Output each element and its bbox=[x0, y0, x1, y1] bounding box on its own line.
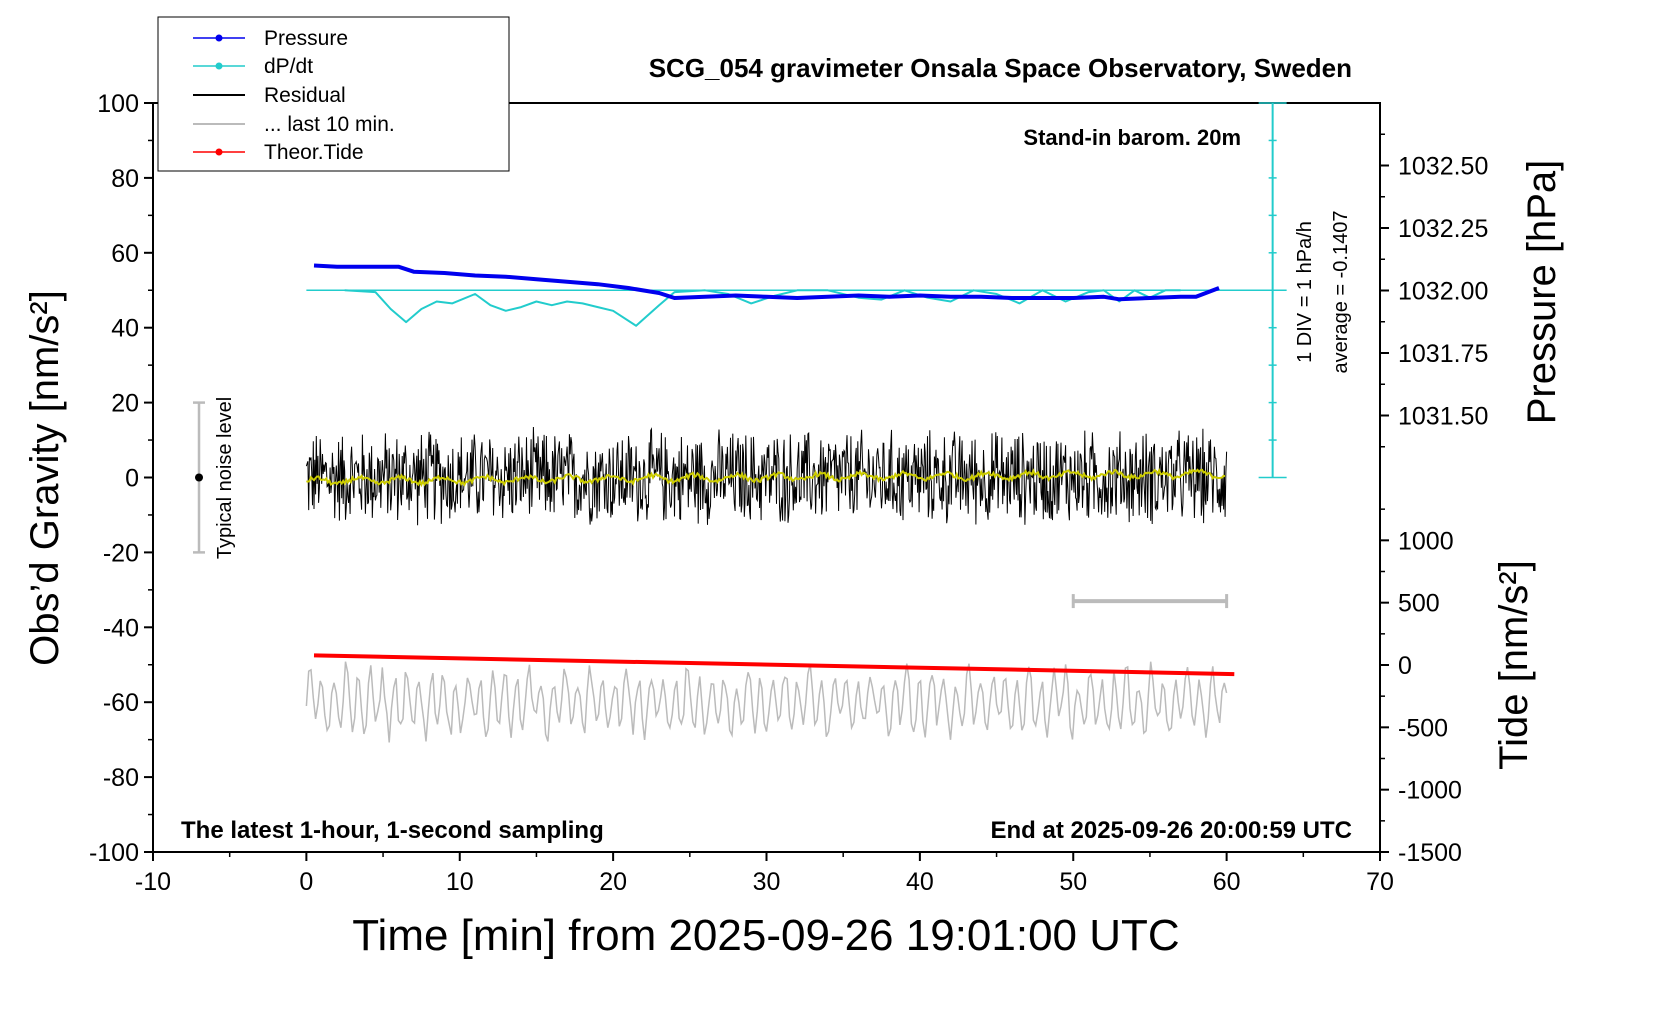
y-tick-label: 60 bbox=[111, 240, 139, 268]
average-annotation: average = -0.1407 bbox=[1330, 211, 1352, 374]
y-tick-label: -20 bbox=[103, 539, 139, 567]
legend-pressure-label: Pressure bbox=[264, 27, 348, 50]
tide-tick-label: 0 bbox=[1398, 652, 1412, 680]
y-tick-label: 40 bbox=[111, 315, 139, 343]
y-tick-label: 0 bbox=[125, 465, 139, 493]
x-tick-label: 10 bbox=[446, 868, 474, 896]
x-tick-label: 0 bbox=[299, 868, 313, 896]
pressure-line bbox=[313, 263, 1220, 302]
residual-line bbox=[305, 426, 1228, 526]
x-tick-label: 40 bbox=[906, 868, 934, 896]
tide-tick-label: -1500 bbox=[1398, 839, 1462, 867]
y-axis-label-left: Obs’d Gravity [nm/s²] bbox=[23, 290, 67, 666]
stand-in-annotation: Stand-in barom. 20m bbox=[1023, 125, 1241, 150]
chart-title: SCG_054 gravimeter Onsala Space Observat… bbox=[649, 53, 1352, 83]
noise-bar-center bbox=[195, 473, 204, 482]
y-tick-label: -80 bbox=[103, 764, 139, 792]
noise-annotation: Typical noise level bbox=[214, 397, 236, 559]
y-tick-label: 100 bbox=[97, 90, 139, 118]
bottom-left-annotation: The latest 1-hour, 1-second sampling bbox=[181, 817, 604, 844]
legend-dpdt-marker bbox=[215, 62, 223, 70]
pressure-tick-label: 1031.75 bbox=[1398, 340, 1488, 368]
x-tick-label: -10 bbox=[135, 868, 171, 896]
x-tick-label: 20 bbox=[599, 868, 627, 896]
tide-line bbox=[313, 653, 1235, 677]
tide-tick-label: 1000 bbox=[1398, 527, 1454, 555]
tide-tick-label: -1000 bbox=[1398, 777, 1462, 805]
pressure-tick-label: 1031.50 bbox=[1398, 403, 1488, 431]
x-axis-label: Time [min] from 2025-09-26 19:01:00 UTC bbox=[352, 911, 1179, 960]
y-tick-label: -40 bbox=[103, 614, 139, 642]
legend-tide-marker bbox=[215, 148, 223, 156]
x-tick-label: 50 bbox=[1059, 868, 1087, 896]
residual-smooth-line bbox=[306, 468, 1226, 488]
legend: Pressure dP/dt Residual ... last 10 min.… bbox=[157, 16, 510, 172]
legend-pressure-marker bbox=[215, 34, 223, 42]
y-axis-label-tide: Tide [nm/s²] bbox=[1492, 560, 1536, 770]
x-tick-label: 30 bbox=[753, 868, 781, 896]
div-annotation: 1 DIV = 1 hPa/h bbox=[1294, 221, 1316, 363]
y-axis-label-pressure: Pressure [hPa] bbox=[1520, 160, 1564, 425]
legend-last10-label: ... last 10 min. bbox=[264, 113, 395, 136]
y-tick-label: 20 bbox=[111, 390, 139, 418]
legend-dpdt-label: dP/dt bbox=[264, 55, 313, 78]
y-tick-label: -100 bbox=[89, 839, 139, 867]
series-layer bbox=[193, 263, 1235, 743]
x-tick-label: 60 bbox=[1213, 868, 1241, 896]
tide-tick-label: -500 bbox=[1398, 714, 1448, 742]
bottom-right-annotation: End at 2025-09-26 20:00:59 UTC bbox=[991, 817, 1353, 844]
pressure-tick-label: 1032.50 bbox=[1398, 153, 1488, 181]
pressure-tick-label: 1032.25 bbox=[1398, 215, 1488, 243]
tide-tick-label: 500 bbox=[1398, 590, 1440, 618]
legend-residual-label: Residual bbox=[264, 84, 346, 107]
y-tick-label: 80 bbox=[111, 165, 139, 193]
pressure-tick-label: 1032.00 bbox=[1398, 278, 1488, 306]
axes-layer: -10 0 10 20 30 40 50 60 70100806040200-20-40-60-… bbox=[89, 90, 1488, 896]
y-tick-label: -60 bbox=[103, 689, 139, 717]
x-tick-label: 70 bbox=[1366, 868, 1394, 896]
last10-line bbox=[305, 661, 1228, 743]
legend-tide-label: Theor.Tide bbox=[264, 141, 364, 164]
